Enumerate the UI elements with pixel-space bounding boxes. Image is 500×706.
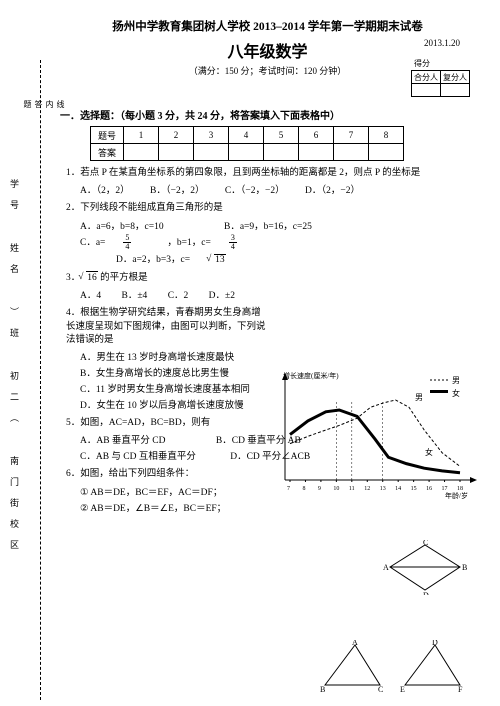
ans-col: 4	[229, 127, 264, 144]
ans-cell	[264, 144, 299, 161]
q5-figure: A B C D	[380, 540, 470, 595]
score-cell	[412, 84, 441, 97]
q3-text: 3．16 的平方根是	[66, 271, 475, 285]
q1-text: 1．若点 P 在某直角坐标系的第四象限，且到两坐标轴的距离都是 2，则点 P 的…	[66, 167, 475, 180]
q4-B: B．女生身高增长的速度总比男生慢	[80, 365, 300, 379]
svg-text:13: 13	[380, 486, 386, 492]
svg-text:B: B	[320, 685, 325, 694]
svg-text:D: D	[423, 591, 429, 595]
svg-text:16: 16	[426, 486, 432, 492]
ans-col: 1	[124, 127, 159, 144]
ans-cell	[159, 144, 194, 161]
q5-C: C．AB 与 CD 互相垂直平分	[80, 448, 196, 462]
q3-A: A．4	[80, 287, 101, 301]
q5-A: A．AB 垂直平分 CD	[80, 432, 166, 446]
q2-C: C．a=54，b=1，c=34	[80, 234, 273, 251]
ans-col: 5	[264, 127, 299, 144]
ans-cell	[299, 144, 334, 161]
q3-C: C．2	[168, 287, 189, 301]
svg-text:7: 7	[287, 486, 290, 492]
q1-D: D．（2，−2）	[305, 182, 360, 196]
q3-B: B．±4	[122, 287, 148, 301]
q6-figure: B A C E D F	[320, 640, 470, 695]
q3-D: D．±2	[209, 287, 235, 301]
q4-A: A．男生在 13 岁时身高增长速度最快	[80, 349, 300, 363]
svg-text:10: 10	[333, 486, 339, 492]
svg-text:8: 8	[302, 486, 305, 492]
svg-text:F: F	[458, 685, 463, 694]
q1-A: A．（2，2）	[80, 182, 130, 196]
q1-B: B．（−2，2）	[150, 182, 204, 196]
q2-D: D．a=2，b=3，c=13	[116, 251, 262, 265]
svg-text:增长速度(厘米/年): 增长速度(厘米/年)	[283, 371, 339, 380]
title-school: 扬州中学教育集团树人学校 2013–2014 学年第一学期期末试卷	[60, 18, 475, 34]
ans-row-label: 答案	[91, 144, 124, 161]
svg-text:11: 11	[349, 486, 355, 492]
q2-opts-row2: C．a=54，b=1，c=34 D．a=2，b=3，c=13	[80, 234, 475, 265]
q1-opts: A．（2，2） B．（−2，2） C．（−2，−2） D．（2，−2）	[80, 182, 475, 196]
svg-text:C: C	[423, 540, 428, 547]
ans-cell	[124, 144, 159, 161]
ans-col: 6	[299, 127, 334, 144]
ans-cell	[369, 144, 404, 161]
answer-table: 题号 1 2 3 4 5 6 7 8 答案	[90, 126, 404, 161]
q4-text: 4．根据生物学研究结果，青春期男女生身高增长速度呈现如下图规律，由图可以判断，下…	[66, 307, 266, 347]
q2-A: A．a=6，b=8，c=10	[80, 218, 164, 232]
q6-l2: ② AB＝DE，∠B＝∠E，BC＝EF；	[80, 500, 475, 514]
q2-text: 2．下列线段不能组成直角三角形的是	[66, 202, 475, 215]
svg-text:D: D	[432, 640, 438, 647]
ans-col: 8	[369, 127, 404, 144]
ans-col: 7	[334, 127, 369, 144]
q2-opts-row1: A．a=6，b=8，c=10 B．a=9，b=16，c=25	[80, 218, 475, 232]
score-h2: 复分人	[441, 71, 470, 84]
q3-opts: A．4 B．±4 C．2 D．±2	[80, 287, 475, 301]
svg-text:女: 女	[425, 447, 433, 457]
svg-text:A: A	[352, 640, 358, 647]
score-table: 合分人复分人	[411, 70, 470, 97]
ans-cell	[334, 144, 369, 161]
svg-text:15: 15	[411, 486, 417, 492]
title-date: 2013.1.20	[424, 38, 460, 48]
ans-col: 2	[159, 127, 194, 144]
score-h1: 合分人	[412, 71, 441, 84]
svg-text:B: B	[462, 563, 467, 572]
ans-col: 3	[194, 127, 229, 144]
score-label: 得分	[414, 58, 430, 69]
svg-text:女: 女	[452, 388, 460, 398]
svg-text:C: C	[378, 685, 383, 694]
svg-text:男: 男	[415, 393, 423, 402]
q2-B: B．a=9，b=16，c=25	[224, 218, 312, 232]
growth-chart: 789101112131415161718增长速度(厘米/年)年龄/岁男女女男	[270, 370, 480, 500]
svg-text:E: E	[400, 685, 405, 694]
q1-C: C．（−2，−2）	[225, 182, 285, 196]
score-cell	[441, 84, 470, 97]
svg-text:男: 男	[452, 376, 460, 385]
section1-head: 一．选择题：（每小题 3 分，共 24 分，将答案填入下面表格中）	[60, 107, 475, 122]
ans-cell	[229, 144, 264, 161]
q4-C: C．11 岁时男女生身高增长速度基本相同	[80, 381, 300, 395]
q4-D: D．女生在 10 岁以后身高增长速度放慢	[80, 397, 300, 411]
svg-text:A: A	[383, 563, 389, 572]
svg-text:12: 12	[364, 486, 370, 492]
ans-cell	[194, 144, 229, 161]
title-subject: 八年级数学	[60, 38, 475, 62]
svg-text:14: 14	[395, 486, 401, 492]
svg-text:年龄/岁: 年龄/岁	[445, 491, 468, 500]
svg-text:9: 9	[318, 486, 321, 492]
ans-row-label: 题号	[91, 127, 124, 144]
